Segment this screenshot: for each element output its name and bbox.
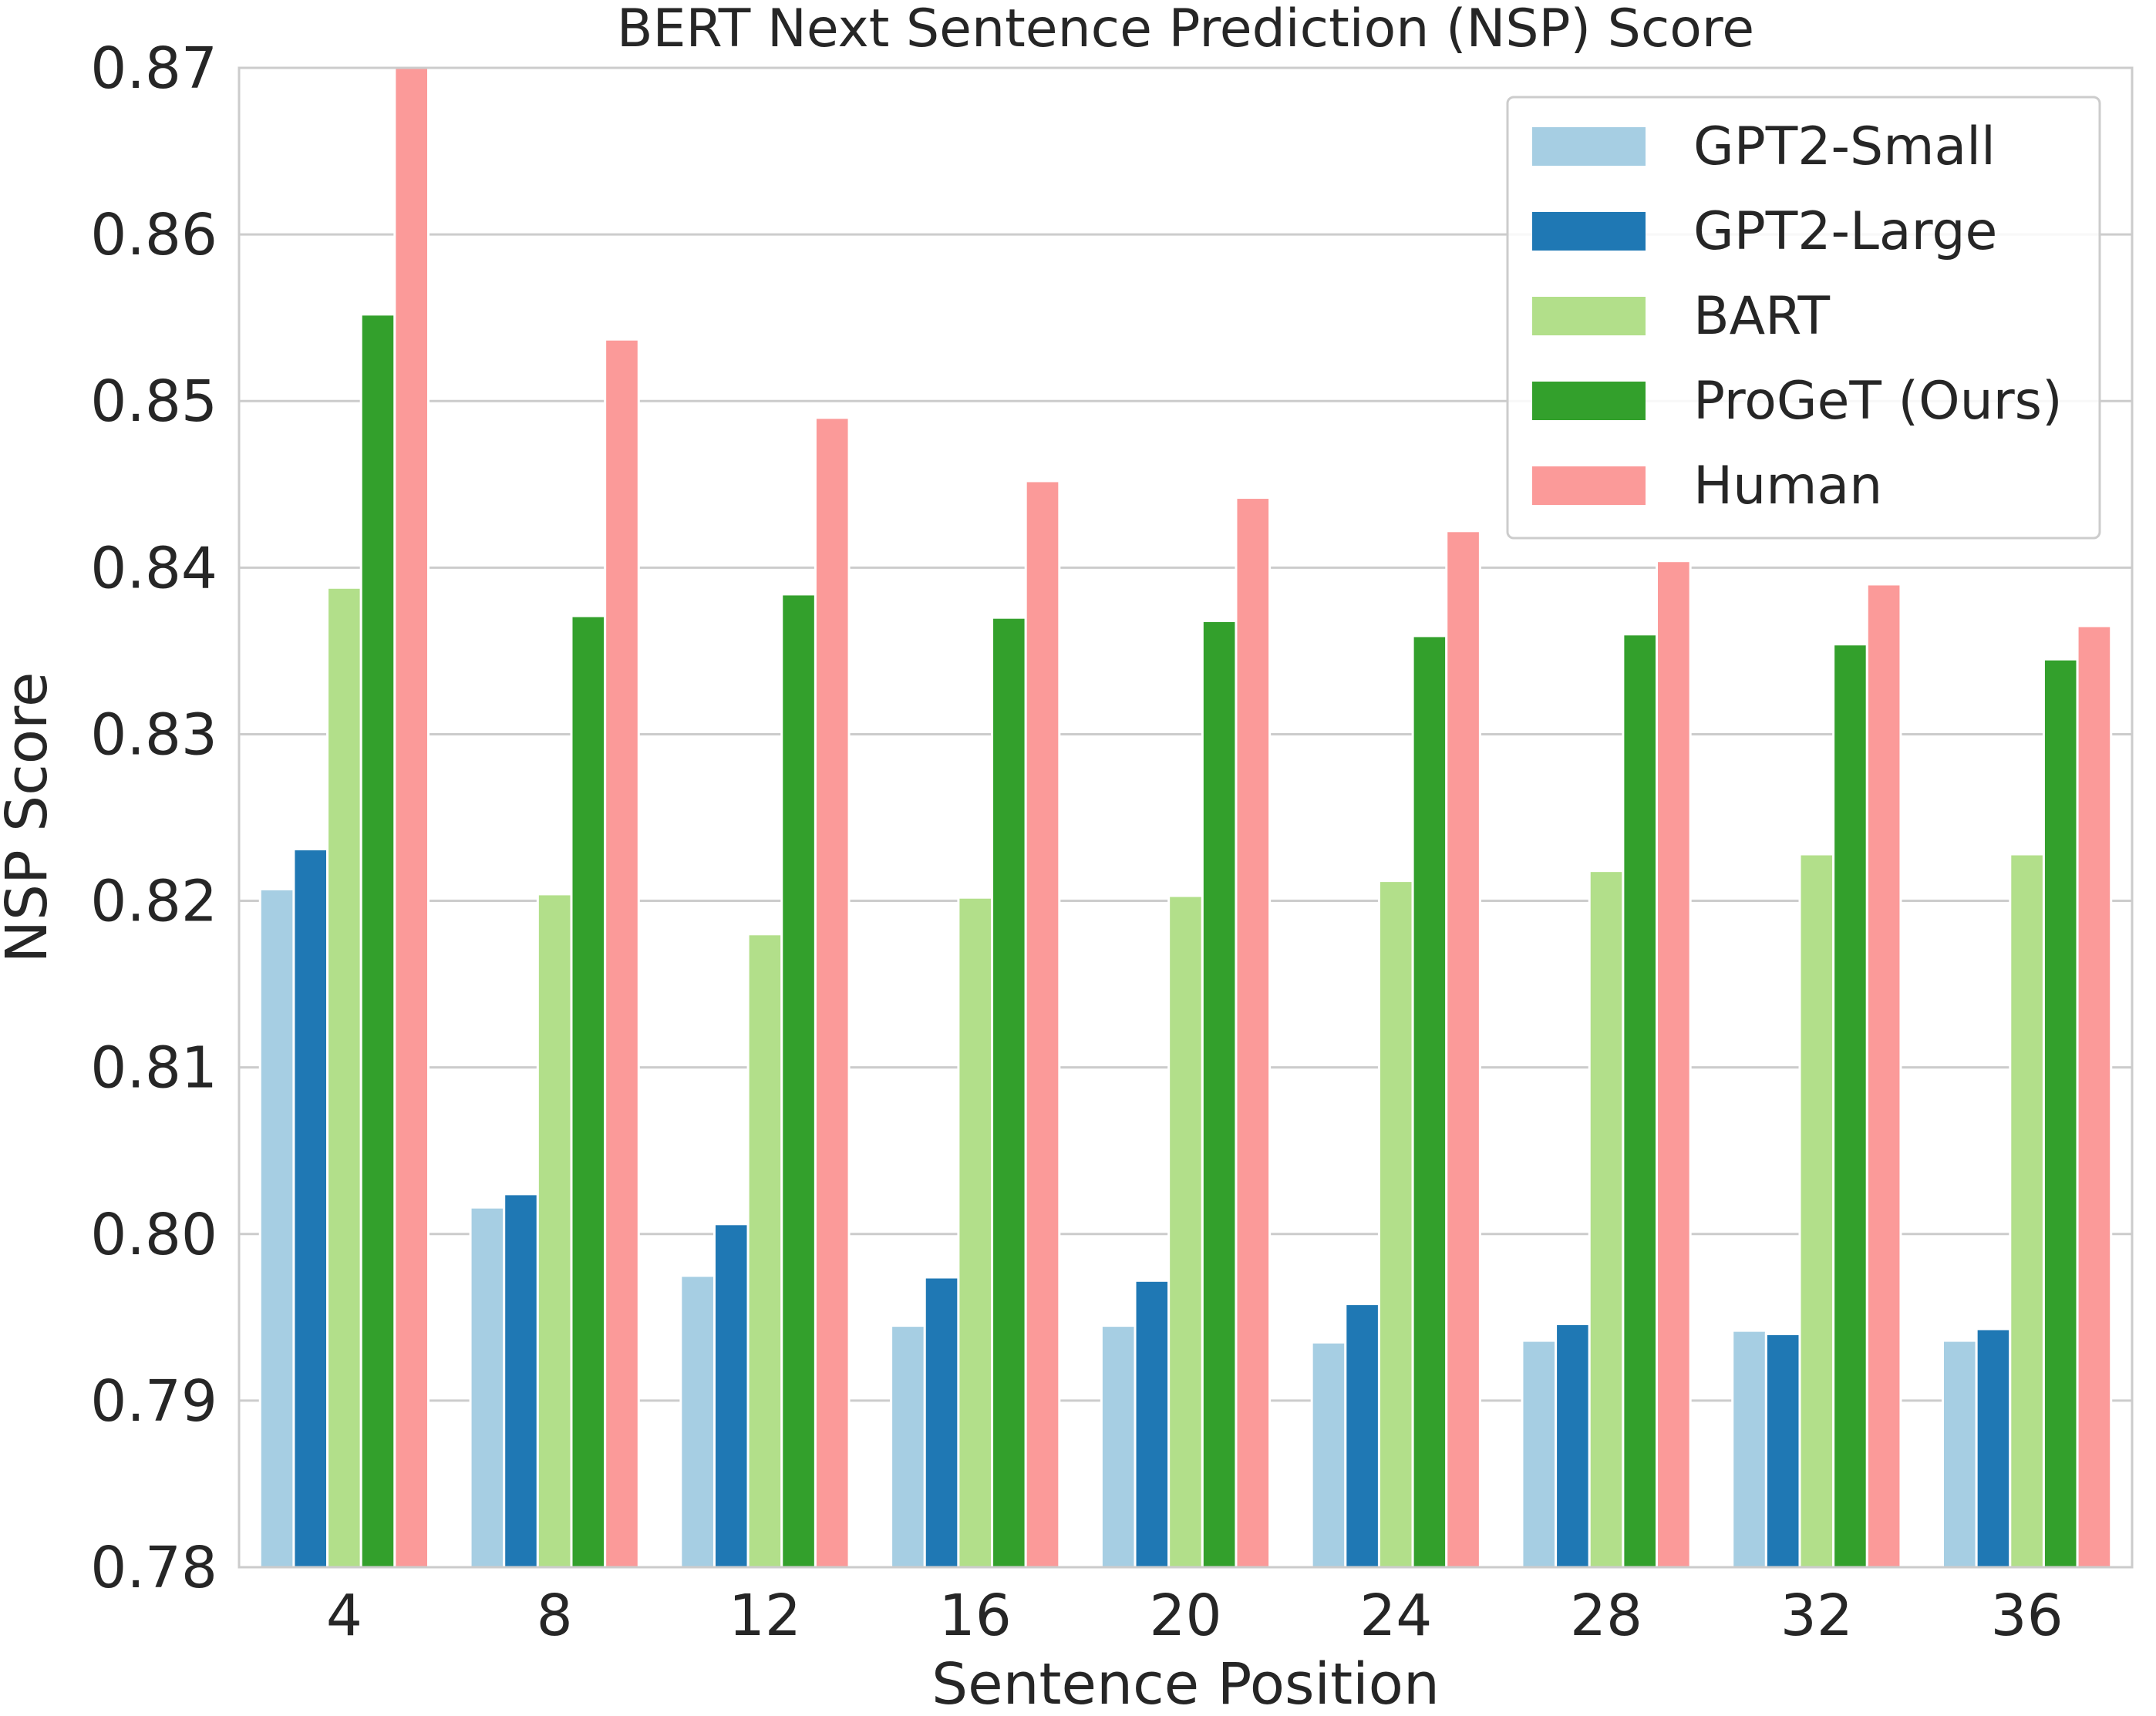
legend-label: GPT2-Small xyxy=(1693,116,1996,177)
x-tick-label: 12 xyxy=(729,1583,801,1649)
bar-human-pos-36 xyxy=(2076,624,2113,1569)
bar-gpt2-large-pos-24 xyxy=(1344,1303,1380,1569)
legend-swatch xyxy=(1532,212,1646,251)
bar-human-pos-24 xyxy=(1445,530,1481,1569)
legend-swatch xyxy=(1532,127,1646,166)
legend-swatch xyxy=(1532,297,1646,335)
bar-gpt2-small-pos-12 xyxy=(679,1274,716,1569)
y-axis-label: NSP Score xyxy=(0,672,60,964)
legend-label: Human xyxy=(1693,456,1882,516)
bar-gpt2-large-pos-8 xyxy=(503,1193,539,1569)
bar-human-pos-8 xyxy=(604,338,640,1569)
y-tick-label: 0.86 xyxy=(90,202,217,268)
bar-proget-ours-pos-36 xyxy=(2042,658,2079,1569)
legend-label: BART xyxy=(1693,286,1830,347)
x-tick-label: 28 xyxy=(1570,1583,1642,1649)
bar-proget-ours-pos-20 xyxy=(1201,619,1238,1569)
bar-human-pos-4 xyxy=(393,66,430,1569)
bar-human-pos-28 xyxy=(1656,560,1692,1569)
y-tick-labels: 0.78 0.79 0.80 0.81 0.82 0.83 0.84 0.85 0.86 0.87 xyxy=(90,35,217,1601)
bar-human-pos-12 xyxy=(814,416,851,1569)
x-tick-label: 20 xyxy=(1149,1583,1221,1649)
plot-frame xyxy=(237,66,2134,1569)
bar-gpt2-small-pos-36 xyxy=(1942,1339,1978,1569)
bar-gpt2-small-pos-4 xyxy=(258,887,295,1569)
legend-box xyxy=(1506,96,2101,540)
bars xyxy=(258,66,2113,1569)
bar-proget-ours-pos-8 xyxy=(570,614,607,1569)
bar-gpt2-small-pos-16 xyxy=(890,1324,926,1569)
legend: GPT2-Small GPT2-Large BART ProGeT (Ours) Hum… xyxy=(1506,96,2101,540)
bar-human-pos-32 xyxy=(1865,583,1902,1569)
y-tick-label: 0.85 xyxy=(90,368,217,435)
bar-bart-pos-32 xyxy=(1798,853,1835,1569)
x-axis-label: Sentence Position xyxy=(931,1651,1440,1716)
bar-gpt2-large-pos-32 xyxy=(1764,1332,1801,1569)
x-tick-label: 8 xyxy=(537,1583,573,1649)
y-tick-label: 0.79 xyxy=(90,1368,217,1435)
bar-bart-pos-4 xyxy=(326,586,362,1569)
bar-proget-ours-pos-4 xyxy=(359,313,396,1569)
bar-proget-ours-pos-28 xyxy=(1622,633,1659,1569)
bar-gpt2-large-pos-4 xyxy=(292,848,329,1569)
bar-gpt2-large-pos-36 xyxy=(1975,1327,2012,1569)
bar-gpt2-small-pos-20 xyxy=(1100,1324,1137,1569)
bar-bart-pos-24 xyxy=(1377,880,1414,1569)
bar-gpt2-small-pos-8 xyxy=(469,1206,506,1569)
legend-swatch xyxy=(1532,466,1646,505)
bar-proget-ours-pos-12 xyxy=(780,593,817,1569)
bar-proget-ours-pos-24 xyxy=(1411,634,1448,1569)
bar-bart-pos-16 xyxy=(957,896,994,1569)
bar-gpt2-large-pos-20 xyxy=(1134,1279,1171,1569)
x-tick-label: 4 xyxy=(326,1583,362,1649)
bar-bart-pos-36 xyxy=(2009,853,2045,1569)
x-tick-label: 16 xyxy=(939,1583,1012,1649)
bar-gpt2-small-pos-28 xyxy=(1521,1339,1558,1569)
bar-bart-pos-8 xyxy=(536,893,573,1569)
chart-title: BERT Next Sentence Prediction (NSP) Scor… xyxy=(617,0,1754,59)
bar-bart-pos-28 xyxy=(1588,870,1625,1569)
legend-label: ProGeT (Ours) xyxy=(1693,371,2063,432)
bar-gpt2-small-pos-32 xyxy=(1731,1329,1767,1569)
bar-bart-pos-12 xyxy=(746,933,783,1569)
y-tick-label: 0.81 xyxy=(90,1035,217,1102)
y-tick-label: 0.83 xyxy=(90,702,217,768)
bar-human-pos-16 xyxy=(1024,479,1061,1569)
bar-proget-ours-pos-32 xyxy=(1832,643,1868,1569)
x-tick-label: 36 xyxy=(1991,1583,2063,1649)
bar-proget-ours-pos-16 xyxy=(991,616,1027,1569)
x-tick-label: 24 xyxy=(1359,1583,1432,1649)
bar-gpt2-large-pos-28 xyxy=(1555,1322,1591,1569)
legend-swatch xyxy=(1532,382,1646,420)
bar-human-pos-20 xyxy=(1235,496,1272,1569)
bar-bart-pos-20 xyxy=(1167,894,1204,1569)
y-tick-label: 0.87 xyxy=(90,35,217,102)
x-tick-labels: 4 8 12 16 20 24 28 32 36 xyxy=(326,1583,2063,1649)
y-tick-label: 0.84 xyxy=(90,535,217,601)
bar-gpt2-large-pos-16 xyxy=(923,1276,960,1569)
legend-label: GPT2-Large xyxy=(1693,201,1997,262)
y-tick-label: 0.82 xyxy=(90,869,217,935)
bar-gpt2-small-pos-24 xyxy=(1310,1341,1347,1569)
y-tick-label: 0.78 xyxy=(90,1535,217,1601)
y-tick-label: 0.80 xyxy=(90,1202,217,1268)
x-tick-label: 32 xyxy=(1780,1583,1853,1649)
bar-gpt2-large-pos-12 xyxy=(712,1223,750,1569)
